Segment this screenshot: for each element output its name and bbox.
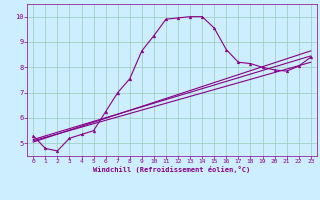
X-axis label: Windchill (Refroidissement éolien,°C): Windchill (Refroidissement éolien,°C) <box>93 166 251 173</box>
